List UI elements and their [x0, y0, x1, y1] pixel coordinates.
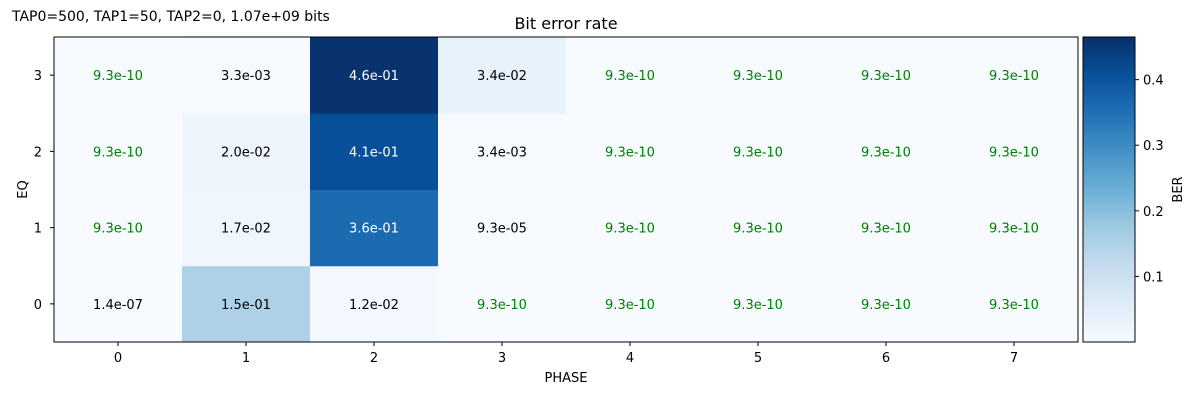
heatmap-cell — [438, 189, 567, 267]
y-tick-label: 2 — [34, 145, 42, 160]
cell-value-label: 9.3e-10 — [93, 69, 143, 84]
colorbar-label: BER — [1171, 176, 1186, 202]
cell-value-label: 2.0e-02 — [221, 145, 271, 160]
x-tick-label: 4 — [626, 351, 634, 366]
heatmap-cell — [310, 265, 439, 343]
heatmap-cell — [566, 265, 695, 343]
heatmap-cell — [182, 189, 311, 267]
plot-frame — [53, 36, 1079, 343]
x-tick-label: 0 — [114, 351, 122, 366]
cell-value-label: 3.6e-01 — [349, 222, 399, 237]
cell-value-label: 9.3e-10 — [733, 222, 783, 237]
cell-value-label: 9.3e-10 — [733, 298, 783, 313]
cell-value-label: 9.3e-10 — [989, 145, 1039, 160]
heatmap-cell — [694, 189, 823, 267]
cell-value-label: 9.3e-10 — [605, 298, 655, 313]
heatmap-cell — [54, 265, 183, 343]
heatmap-cell — [310, 37, 439, 114]
heatmap-cell — [694, 265, 823, 343]
colorbar — [1082, 36, 1136, 343]
x-tick-label: 7 — [1010, 351, 1018, 366]
cell-value-label: 9.3e-10 — [989, 298, 1039, 313]
heatmap-cell — [54, 37, 183, 114]
cell-value-label: 9.3e-10 — [477, 298, 527, 313]
cell-value-label: 4.6e-01 — [349, 69, 399, 84]
heatmap-cell — [566, 37, 695, 114]
y-tick-label: 1 — [34, 222, 42, 237]
colorbar-tick-label: 0.1 — [1143, 270, 1164, 285]
x-tick-label: 2 — [370, 351, 378, 366]
x-tick-label: 1 — [242, 351, 250, 366]
heatmap-cell — [950, 37, 1079, 114]
heatmap-cell — [694, 37, 823, 114]
heatmap-cell — [310, 189, 439, 267]
cell-value-label: 9.3e-10 — [861, 145, 911, 160]
x-tick-label: 5 — [754, 351, 762, 366]
cell-value-label: 9.3e-10 — [93, 222, 143, 237]
y-axis-label: EQ — [16, 180, 31, 198]
cell-value-label: 9.3e-05 — [477, 222, 527, 237]
cell-value-label: 9.3e-10 — [861, 69, 911, 84]
heatmap-cell — [566, 189, 695, 267]
cell-value-label: 4.1e-01 — [349, 145, 399, 160]
cell-value-label: 9.3e-10 — [989, 69, 1039, 84]
cell-value-label: 9.3e-10 — [605, 222, 655, 237]
cell-value-label: 3.4e-03 — [477, 145, 527, 160]
heatmap-cell — [438, 37, 567, 114]
cell-value-label: 1.5e-01 — [221, 298, 271, 313]
heatmap-cell — [694, 113, 823, 190]
heatmap-cell — [566, 113, 695, 190]
y-tick-label: 3 — [34, 69, 42, 84]
y-tick-label: 0 — [34, 298, 42, 313]
heatmap-cell — [438, 113, 567, 190]
cell-value-label: 9.3e-10 — [989, 222, 1039, 237]
heatmap-cell — [822, 189, 951, 267]
heatmap-cell — [822, 113, 951, 190]
cell-value-label: 9.3e-10 — [861, 298, 911, 313]
heatmap-cell — [950, 189, 1079, 267]
cell-value-label: 9.3e-10 — [93, 145, 143, 160]
cell-value-label: 9.3e-10 — [733, 145, 783, 160]
heatmap-cell — [950, 113, 1079, 190]
cell-value-label: 1.2e-02 — [349, 298, 399, 313]
cell-value-label: 9.3e-10 — [861, 222, 911, 237]
cell-value-label: 9.3e-10 — [733, 69, 783, 84]
cell-value-label: 9.3e-10 — [605, 69, 655, 84]
heatmap-cell — [182, 265, 311, 343]
colorbar-tick-label: 0.2 — [1143, 205, 1164, 220]
cell-value-label: 1.7e-02 — [221, 222, 271, 237]
colorbar-tick-label: 0.3 — [1143, 139, 1164, 154]
run-info-title: TAP0=500, TAP1=50, TAP2=0, 1.07e+09 bits — [12, 9, 330, 25]
heatmap-cell — [438, 265, 567, 343]
heatmap-cell — [310, 113, 439, 190]
cell-value-label: 3.3e-03 — [221, 69, 271, 84]
chart-title: Bit error rate — [514, 14, 617, 33]
cell-value-label: 3.4e-02 — [477, 69, 527, 84]
heatmap-cell — [822, 265, 951, 343]
x-tick-label: 6 — [882, 351, 890, 366]
heatmap-cell — [950, 265, 1079, 343]
cell-value-label: 1.4e-07 — [93, 298, 143, 313]
heatmap-cell — [54, 113, 183, 190]
heatmap-cell — [822, 37, 951, 114]
x-axis-label: PHASE — [545, 371, 588, 386]
cell-value-label: 9.3e-10 — [605, 145, 655, 160]
heatmap-cell — [182, 37, 311, 114]
colorbar-tick-label: 0.4 — [1143, 74, 1164, 89]
heatmap-cell — [54, 189, 183, 267]
x-tick-label: 3 — [498, 351, 506, 366]
heatmap-cell — [182, 113, 311, 190]
